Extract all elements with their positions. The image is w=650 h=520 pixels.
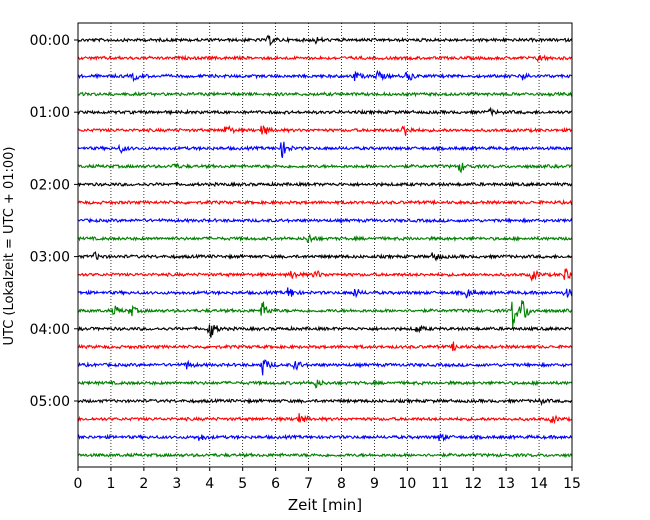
y-hour-label: 04:00 — [30, 322, 70, 338]
trace-0200 — [77, 180, 573, 188]
plot-frame — [77, 22, 573, 468]
trace-0315 — [77, 267, 573, 283]
y-hour-label: 05:00 — [30, 394, 70, 410]
seismic-traces — [77, 34, 573, 459]
trace-0415 — [77, 341, 573, 351]
x-tick-label: 14 — [530, 476, 548, 492]
trace-0015 — [77, 54, 573, 63]
trace-0515 — [77, 413, 573, 425]
y-hour-label: 01:00 — [30, 105, 70, 121]
x-tick-label: 8 — [337, 476, 346, 492]
y-axis-label: UTC (Lokalzeit = UTC + 01:00) — [2, 147, 17, 346]
trace-0145 — [77, 162, 573, 174]
y-axis-hour-ticks: 00:00 01:00 02:00 03:00 04:00 05:00 — [30, 33, 78, 410]
vertical-gridlines — [110, 23, 540, 467]
trace-0345 — [77, 300, 573, 328]
trace-0030 — [77, 69, 573, 83]
y-hour-label: 02:00 — [30, 177, 70, 193]
trace-0430 — [77, 359, 573, 376]
trace-0300 — [77, 251, 573, 262]
trace-0500 — [77, 397, 573, 407]
trace-0530 — [77, 433, 573, 442]
trace-0400 — [77, 324, 573, 338]
y-hour-label: 00:00 — [30, 33, 70, 49]
x-tick-label: 0 — [74, 476, 83, 492]
trace-0245 — [77, 233, 573, 243]
x-tick-label: 9 — [370, 476, 379, 492]
x-tick-label: 4 — [205, 476, 214, 492]
x-tick-label: 7 — [304, 476, 313, 492]
trace-0330 — [77, 287, 573, 299]
trace-0545 — [77, 451, 573, 459]
trace-0100 — [77, 106, 573, 117]
trace-0045 — [77, 90, 573, 98]
trace-0445 — [77, 379, 573, 389]
trace-0215 — [77, 198, 573, 206]
x-axis-label: Zeit [min] — [288, 496, 362, 514]
x-tick-label: 11 — [431, 476, 449, 492]
y-hour-label: 03:00 — [30, 250, 70, 266]
x-tick-label: 10 — [398, 476, 416, 492]
trace-0130 — [77, 141, 573, 159]
trace-0000 — [77, 34, 573, 47]
x-tick-label: 6 — [271, 476, 280, 492]
x-axis-ticks: 0 1 2 3 4 5 6 7 8 9 10 11 12 13 14 15 — [74, 467, 581, 492]
x-tick-label: 2 — [139, 476, 148, 492]
x-tick-label: 15 — [563, 476, 581, 492]
x-tick-label: 13 — [497, 476, 515, 492]
trace-0230 — [77, 217, 573, 224]
x-tick-label: 3 — [172, 476, 181, 492]
trace-0115 — [78, 124, 573, 136]
x-tick-label: 1 — [106, 476, 115, 492]
x-tick-label: 5 — [238, 476, 247, 492]
x-tick-label: 12 — [464, 476, 482, 492]
